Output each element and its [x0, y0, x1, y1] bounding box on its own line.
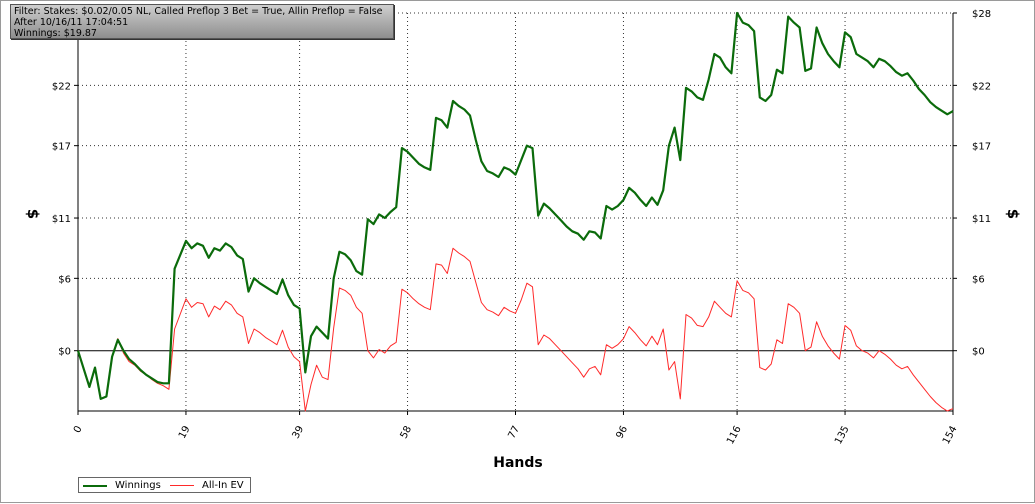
x-tick-label: 116: [725, 424, 744, 446]
legend-swatch-winnings: [83, 484, 107, 487]
series-lines: [76, 11, 954, 412]
winnings-line: [76, 11, 954, 400]
legend-label-winnings: Winnings: [115, 480, 161, 491]
legend-item-winnings: Winnings: [83, 479, 161, 492]
legend: Winnings All-In EV: [78, 477, 251, 493]
y-tick-label-left: $22: [52, 81, 71, 92]
y-tick-label-right: $11: [972, 214, 991, 225]
axes: [74, 12, 957, 415]
legend-item-allin-ev: All-In EV: [170, 479, 244, 492]
y-tick-label-left: $11: [52, 214, 71, 225]
y-tick-label-right: $17: [972, 142, 991, 153]
y-tick-label-left: $6: [58, 274, 71, 285]
allin-ev-line: [77, 247, 954, 412]
y-axis-title-right: $: [1004, 209, 1022, 219]
legend-swatch-allin-ev: [170, 485, 194, 486]
y-axis-title-left: $: [24, 209, 42, 219]
x-tick-label: 154: [941, 424, 960, 446]
y-tick-label-left: $0: [58, 347, 71, 358]
x-axis-title: Hands: [493, 455, 543, 471]
x-tick-label: 96: [614, 424, 630, 440]
x-tick-label: 77: [506, 424, 522, 440]
filter-info-box: Filter: Stakes: $0.02/0.05 NL, Called Pr…: [10, 4, 394, 39]
x-tick-label: 58: [399, 424, 415, 440]
filter-text: Filter: Stakes: $0.02/0.05 NL, Called Pr…: [14, 6, 383, 17]
grid: [78, 12, 953, 411]
y-tick-label-right: $6: [972, 274, 985, 285]
tick-labels: $0 $0 $6 $6 $11 $11 $17 $17 $22 $22 $28 0 19 39 58 77 96…: [52, 9, 991, 446]
x-tick-label: 135: [833, 424, 852, 446]
y-tick-label-right: $0: [972, 347, 985, 358]
x-tick-label: 19: [177, 424, 193, 440]
x-tick-label: 39: [291, 424, 307, 440]
x-tick-label: 0: [72, 424, 85, 435]
winnings-total-text: Winnings: $19.87: [14, 28, 97, 39]
y-tick-label-right: $28: [972, 9, 991, 20]
y-tick-label-left: $17: [52, 142, 71, 153]
legend-label-allin-ev: All-In EV: [202, 480, 244, 491]
date-filter-text: After 10/16/11 17:04:51: [14, 17, 129, 28]
y-tick-label-right: $22: [972, 81, 991, 92]
